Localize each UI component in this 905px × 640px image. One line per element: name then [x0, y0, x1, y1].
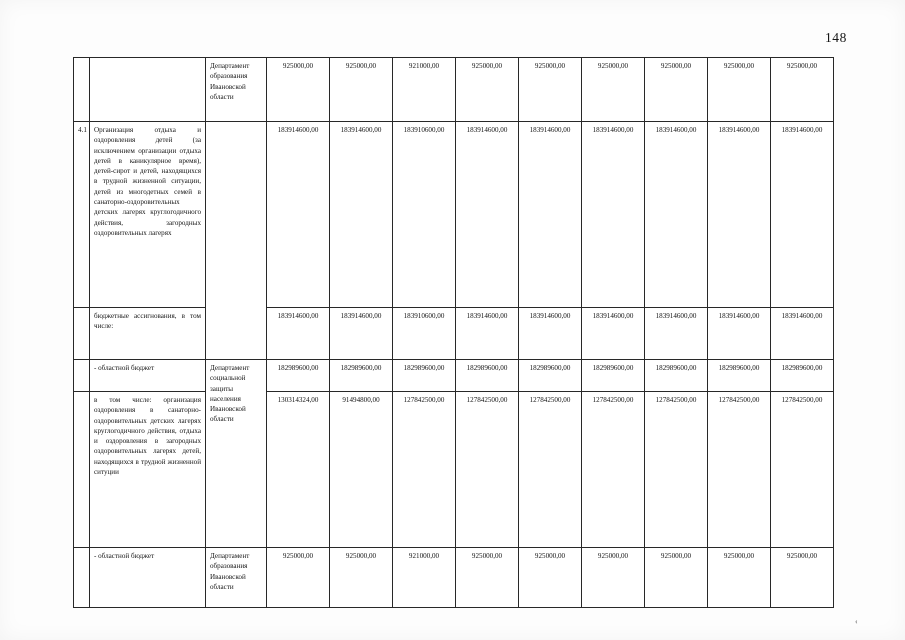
row-value-cell: 925000,00: [581, 57, 645, 122]
row-value-cell: 925000,00: [581, 547, 645, 608]
row-value-cell: 183914600,00: [644, 121, 708, 308]
table-row: 4.1 Организация отдыха и оздоровления де…: [73, 121, 834, 360]
row-value-cell: 182989600,00: [644, 359, 708, 392]
row-id-cell: [73, 547, 90, 608]
row-value-cell: 925000,00: [329, 57, 393, 122]
row-value-cell: 183914600,00: [770, 307, 834, 360]
row-description-cell: бюджетные ассигнования, в том числе:: [89, 307, 206, 360]
row-value-cell: 182989600,00: [581, 359, 645, 392]
row-value-cell: 182989600,00: [329, 359, 393, 392]
row-department-cell: Департамент образования Ивановской облас…: [205, 547, 267, 608]
row-value-cell: 183914600,00: [455, 121, 519, 308]
row-value-cell: 127842500,00: [455, 391, 519, 548]
row-value-cell: 127842500,00: [518, 391, 582, 548]
budget-table-container: Департамент образования Ивановской облас…: [73, 57, 834, 608]
row-department-cell: Департамент социальной защиты населения …: [205, 359, 267, 548]
row-value-cell: 925000,00: [266, 547, 330, 608]
row-description-cell: [89, 57, 206, 122]
row-value-cell: 182989600,00: [770, 359, 834, 392]
row-value-cell: 183914600,00: [518, 121, 582, 308]
table-row: в том числе: организация оздоровления в …: [73, 391, 834, 548]
row-id-cell: [73, 307, 90, 360]
row-value-cell: 182989600,00: [707, 359, 771, 392]
row-value-cell: 183914600,00: [518, 307, 582, 360]
row-value-cell: 183914600,00: [455, 307, 519, 360]
row-description-cell: в том числе: организация оздоровления в …: [89, 391, 206, 548]
row-department-cell: [205, 121, 267, 360]
row-value-cell: 182989600,00: [392, 359, 456, 392]
row-value-cell: 183914600,00: [644, 307, 708, 360]
row-value-cell: 183914600,00: [581, 121, 645, 308]
row-value-cell: 183914600,00: [581, 307, 645, 360]
table-row: бюджетные ассигнования, в том числе: 183…: [73, 307, 834, 360]
row-value-cell: 925000,00: [644, 547, 708, 608]
row-value-cell: 182989600,00: [266, 359, 330, 392]
row-value-cell: 925000,00: [644, 57, 708, 122]
row-value-cell: 921000,00: [392, 57, 456, 122]
row-value-cell: 925000,00: [329, 547, 393, 608]
row-value-cell: 925000,00: [770, 57, 834, 122]
budget-table-body: Департамент образования Ивановской облас…: [73, 57, 834, 608]
row-id-cell: [73, 391, 90, 548]
row-value-cell: 183910600,00: [392, 307, 456, 360]
row-id-cell: 4.1: [73, 121, 90, 308]
row-value-cell: 183914600,00: [707, 307, 771, 360]
row-value-cell: 183910600,00: [392, 121, 456, 308]
row-value-cell: 925000,00: [266, 57, 330, 122]
row-value-cell: 127842500,00: [392, 391, 456, 548]
row-value-cell: 182989600,00: [455, 359, 519, 392]
row-value-cell: 127842500,00: [770, 391, 834, 548]
row-description-cell: - областной бюджет: [89, 547, 206, 608]
row-value-cell: 925000,00: [770, 547, 834, 608]
table-row: Департамент образования Ивановской облас…: [73, 57, 834, 122]
row-value-cell: 183914600,00: [266, 121, 330, 308]
row-value-cell: 925000,00: [707, 57, 771, 122]
row-value-cell: 91494800,00: [329, 391, 393, 548]
row-value-cell: 925000,00: [455, 547, 519, 608]
table-row: - областной бюджет Департамент социально…: [73, 359, 834, 548]
row-value-cell: 127842500,00: [644, 391, 708, 548]
row-value-cell: 925000,00: [518, 57, 582, 122]
table-row: - областной бюджет Департамент образован…: [73, 547, 834, 608]
row-value-cell: 127842500,00: [707, 391, 771, 548]
row-id-cell: [73, 57, 90, 122]
page-number: 148: [824, 30, 847, 45]
row-value-cell: 183914600,00: [266, 307, 330, 360]
row-value-cell: 127842500,00: [581, 391, 645, 548]
row-value-cell: 925000,00: [518, 547, 582, 608]
row-department-cell: Департамент образования Ивановской облас…: [205, 57, 267, 122]
row-value-cell: 130314324,00: [266, 391, 330, 548]
row-description-cell: Организация отдыха и оздоровления детей …: [89, 121, 206, 308]
row-id-cell: [73, 359, 90, 392]
row-value-cell: 182989600,00: [518, 359, 582, 392]
row-value-cell: 183914600,00: [770, 121, 834, 308]
row-value-cell: 183914600,00: [329, 307, 393, 360]
row-value-cell: 925000,00: [455, 57, 519, 122]
row-value-cell: 925000,00: [707, 547, 771, 608]
row-value-cell: 921000,00: [392, 547, 456, 608]
row-value-cell: 183914600,00: [329, 121, 393, 308]
page-bottom-mark: ‹: [855, 617, 858, 626]
row-value-cell: 183914600,00: [707, 121, 771, 308]
row-description-cell: - областной бюджет: [89, 359, 206, 392]
budget-table: Департамент образования Ивановской облас…: [73, 57, 834, 608]
